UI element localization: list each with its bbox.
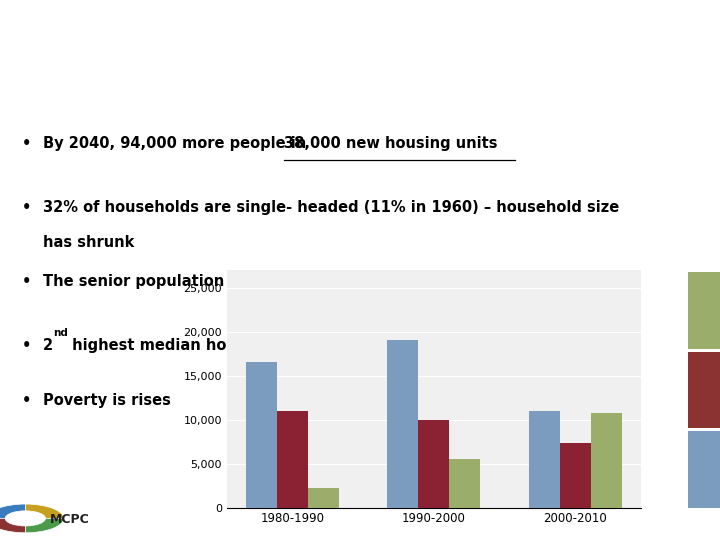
Bar bbox=[276, 411, 308, 508]
Text: MCPC: MCPC bbox=[50, 512, 89, 525]
Wedge shape bbox=[0, 518, 25, 533]
Bar bbox=[387, 340, 418, 508]
Bar bbox=[591, 413, 622, 508]
Text: •: • bbox=[22, 136, 31, 151]
Wedge shape bbox=[0, 504, 25, 518]
Bar bbox=[449, 459, 480, 508]
Wedge shape bbox=[25, 504, 63, 518]
Text: 38,000 new housing units: 38,000 new housing units bbox=[284, 136, 498, 151]
Text: •: • bbox=[22, 338, 31, 353]
FancyBboxPatch shape bbox=[688, 272, 720, 349]
Text: has shrunk: has shrunk bbox=[43, 235, 135, 250]
Bar bbox=[528, 411, 559, 508]
Text: •: • bbox=[22, 200, 31, 215]
Text: 2: 2 bbox=[43, 338, 53, 353]
FancyBboxPatch shape bbox=[688, 352, 720, 428]
Text: Montgomery County’s Future Homes: Montgomery County’s Future Homes bbox=[22, 33, 494, 56]
Wedge shape bbox=[25, 518, 63, 533]
Text: Poverty is rises: Poverty is rises bbox=[43, 393, 171, 408]
Bar bbox=[308, 488, 339, 508]
Text: highest median household income in the state: highest median household income in the s… bbox=[67, 338, 457, 353]
FancyBboxPatch shape bbox=[688, 431, 720, 508]
Bar bbox=[559, 443, 591, 508]
Text: 32% of households are single- headed (11% in 1960) – household size: 32% of households are single- headed (11… bbox=[43, 200, 619, 215]
Text: By 2040, 94,000 more people in: By 2040, 94,000 more people in bbox=[43, 136, 312, 151]
Bar bbox=[418, 421, 449, 508]
Text: •: • bbox=[22, 393, 31, 408]
Text: nd: nd bbox=[53, 328, 68, 338]
Text: •: • bbox=[22, 274, 31, 289]
Bar bbox=[246, 362, 276, 508]
Text: The senior population will grow 58% between 2010 and 2040: The senior population will grow 58% betw… bbox=[43, 274, 549, 289]
